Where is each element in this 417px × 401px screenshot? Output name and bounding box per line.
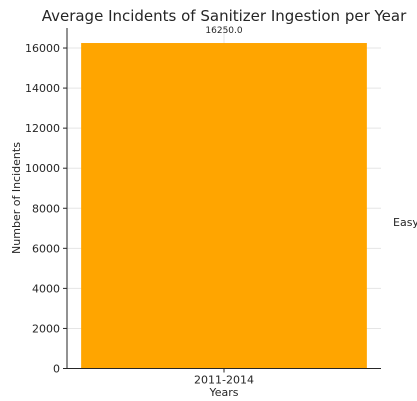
- y-tick-label: 16000: [25, 42, 60, 55]
- y-tick-label: 0: [53, 363, 60, 376]
- x-axis-label: Years: [208, 386, 238, 399]
- y-tick-label: 14000: [25, 82, 60, 95]
- chart-title: Average Incidents of Sanitizer Ingestion…: [42, 7, 407, 25]
- x-tick-label: 2011-2014: [194, 374, 254, 387]
- bars: 16250.0: [81, 26, 367, 369]
- y-tick-label: 10000: [25, 162, 60, 175]
- y-tick-label: 2000: [32, 322, 60, 335]
- y-tick-label: 4000: [32, 282, 60, 295]
- y-ticks: 0 2000 4000 6000 8000 10000 12000 14000 16000: [25, 42, 67, 376]
- y-tick-label: 6000: [32, 242, 60, 255]
- y-tick-label: 8000: [32, 202, 60, 215]
- x-ticks: 2011-2014: [194, 368, 254, 387]
- y-tick-label: 12000: [25, 122, 60, 135]
- bar-value-label: 16250.0: [205, 26, 242, 36]
- side-text: Easy: [393, 216, 417, 229]
- bar: [81, 43, 367, 369]
- y-axis-label: Number of Incidents: [10, 142, 23, 254]
